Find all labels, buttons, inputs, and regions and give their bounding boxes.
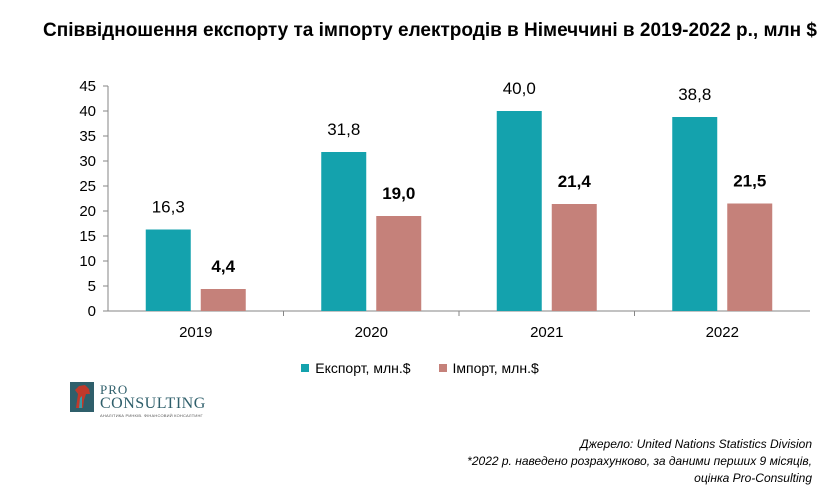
- y-tick-label: 30: [79, 153, 96, 170]
- y-tick-label: 40: [79, 103, 96, 120]
- legend-swatch-export: [301, 364, 310, 372]
- bar-export: [145, 229, 191, 311]
- y-tick-label: 35: [79, 128, 96, 145]
- bar-import: [551, 204, 597, 311]
- data-label-import: 21,5: [733, 172, 766, 191]
- data-label-export: 40,0: [503, 79, 536, 98]
- source-line-2: *2022 р. наведено розрахунково, за даним…: [467, 454, 812, 468]
- source-line-3: оцінка Pro-Consulting: [694, 471, 812, 485]
- chart-title: Співвідношення експорту та імпорту елект…: [43, 20, 817, 41]
- bar-import: [200, 289, 246, 311]
- bar-export: [672, 117, 718, 311]
- legend-label-import: Імпорт, млн.$: [452, 360, 539, 376]
- bar-chart: 0 5 10 15 20 25 30 35 40 45 2019 16,3 4,4 2020 31,8 19,…: [79, 78, 810, 341]
- x-tick-label: 2020: [355, 324, 388, 341]
- x-tick-label: 2019: [179, 324, 212, 341]
- horse-head-icon: [70, 382, 94, 412]
- data-label-export: 31,8: [327, 120, 360, 139]
- y-tick-label: 15: [79, 228, 96, 245]
- legend-label-export: Експорт, млн.$: [315, 360, 411, 376]
- legend-swatch-import: [438, 364, 447, 372]
- source-note: Джерело: United Nations Statistics Divis…: [467, 436, 812, 487]
- x-tick-label: 2022: [706, 324, 739, 341]
- bar-import: [376, 216, 422, 311]
- logo-tagline: АНАЛІТИКА РИНКІВ. ФІНАНСОВИЙ КОНСАЛТИНГ: [100, 413, 203, 418]
- y-tick-label: 25: [79, 178, 96, 195]
- logo-pro-text: PRO: [100, 382, 129, 397]
- legend: Експорт, млн.$ Імпорт, млн.$: [0, 360, 840, 376]
- x-tick-label: 2021: [530, 324, 563, 341]
- y-tick-label: 5: [88, 278, 96, 295]
- bar-export: [496, 111, 542, 311]
- y-tick-label: 10: [79, 253, 96, 270]
- data-label-export: 38,8: [678, 85, 711, 104]
- logo-consulting-text: CONSULTING: [100, 395, 206, 412]
- y-tick-label: 45: [79, 78, 96, 95]
- source-line-1: Джерело: United Nations Statistics Divis…: [580, 437, 812, 451]
- legend-item-export: Експорт, млн.$: [301, 360, 411, 376]
- pro-consulting-logo: PRO CONSULTING АНАЛІТИКА РИНКІВ. ФІНАНСО…: [70, 382, 230, 418]
- data-label-import: 21,4: [558, 172, 592, 191]
- data-label-import: 19,0: [382, 184, 415, 203]
- y-tick-label: 0: [88, 303, 96, 320]
- legend-item-import: Імпорт, млн.$: [438, 360, 539, 376]
- bar-import: [727, 203, 773, 311]
- data-label-import: 4,4: [211, 257, 235, 276]
- data-label-export: 16,3: [152, 198, 185, 217]
- bar-export: [321, 152, 367, 311]
- y-tick-label: 20: [79, 203, 96, 220]
